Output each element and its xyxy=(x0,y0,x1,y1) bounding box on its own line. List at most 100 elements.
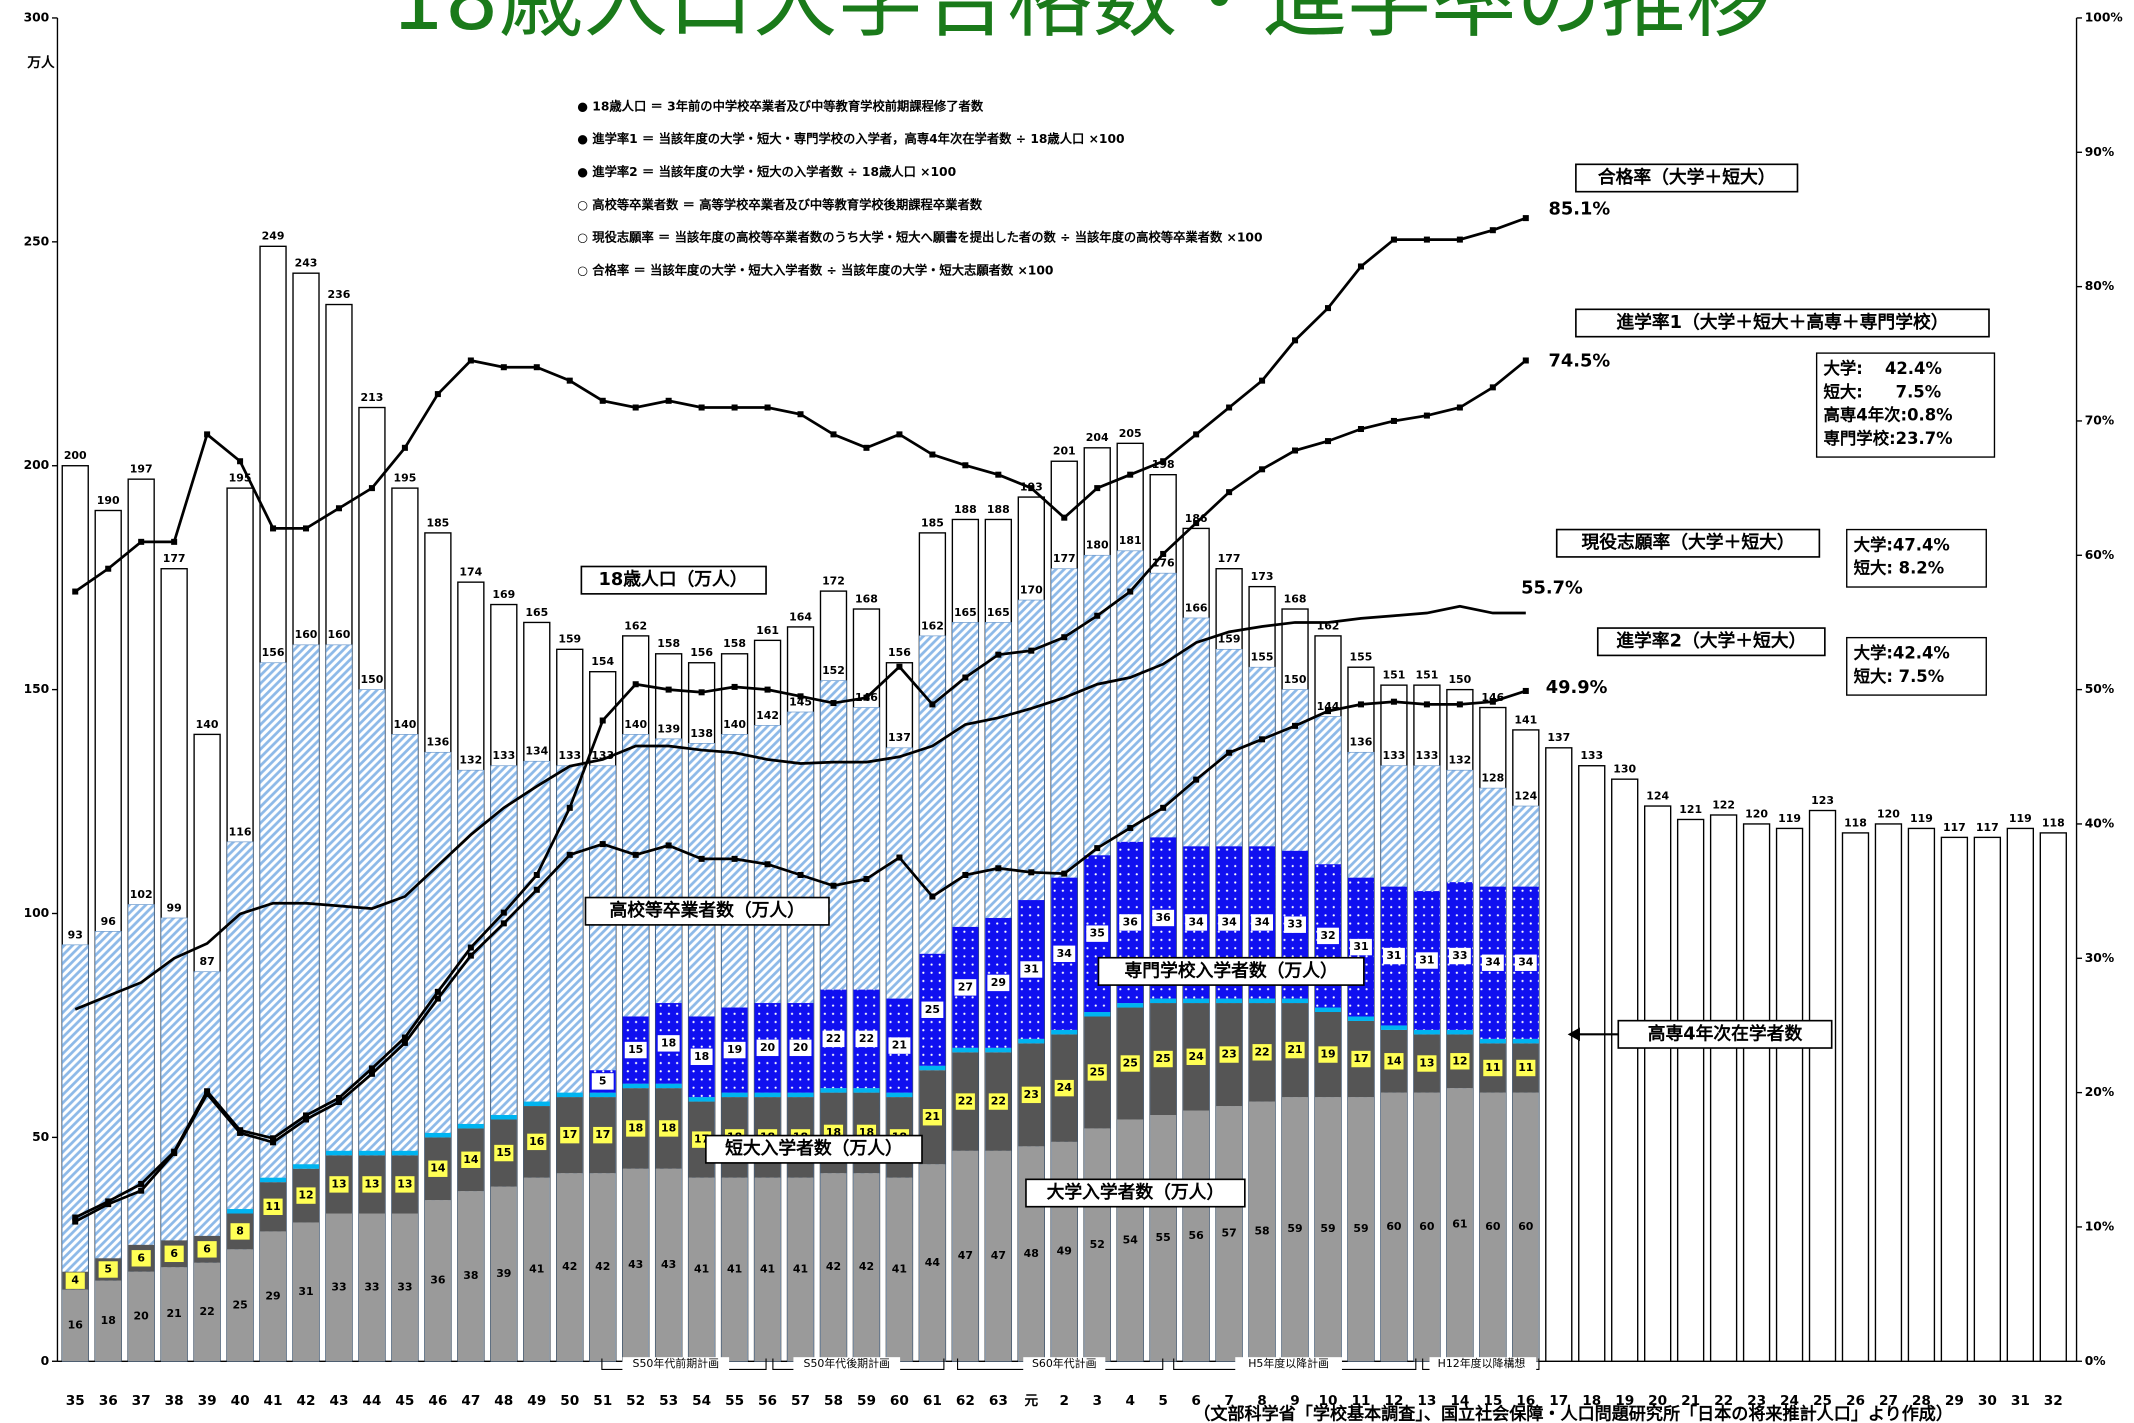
x-tick-label: 59 xyxy=(857,1393,876,1409)
line-marker xyxy=(929,701,936,708)
data-label: 150 xyxy=(361,673,384,686)
label-bg xyxy=(1218,914,1241,931)
label-bg xyxy=(296,1187,316,1204)
line-marker xyxy=(995,471,1002,478)
data-label: 54 xyxy=(1123,1233,1139,1246)
line-marker xyxy=(1357,425,1364,433)
bar-segment xyxy=(227,1209,254,1214)
bar-segment xyxy=(1446,1088,1473,1362)
data-label: 188 xyxy=(987,503,1010,516)
bar-segment xyxy=(1479,1038,1506,1044)
line-marker xyxy=(731,683,738,690)
line-marker xyxy=(1390,417,1397,424)
bar-segment xyxy=(1413,1092,1440,1362)
label-box xyxy=(580,565,767,595)
data-label: 185 xyxy=(921,516,944,529)
line-marker xyxy=(896,663,903,670)
line-marker xyxy=(1226,489,1233,496)
label-bg xyxy=(1384,1053,1404,1070)
data-label: 41 xyxy=(892,1262,907,1275)
line-marker xyxy=(929,893,936,900)
line-marker xyxy=(1028,869,1035,876)
data-label: 35 xyxy=(1090,927,1105,940)
x-tick-label: 21 xyxy=(1681,1393,1700,1409)
data-label: 169 xyxy=(492,588,515,601)
x-tick-label: 57 xyxy=(791,1393,810,1409)
data-label: 96 xyxy=(101,915,117,928)
data-label: 42 xyxy=(595,1260,610,1273)
data-label: 123 xyxy=(1811,794,1834,807)
label-bg xyxy=(922,1109,942,1126)
data-label: 48 xyxy=(1024,1247,1039,1260)
data-label: 164 xyxy=(789,610,812,623)
x-tick-label: 12 xyxy=(1384,1393,1403,1409)
bar-segment xyxy=(358,1150,385,1156)
arrow-head xyxy=(1567,1027,1580,1042)
data-label: 165 xyxy=(525,606,548,619)
data-label: 6 xyxy=(203,1242,211,1255)
data-label: 29 xyxy=(991,976,1006,989)
line-marker xyxy=(566,851,573,858)
label-bg xyxy=(1351,1050,1371,1068)
label-bg xyxy=(1053,945,1076,963)
data-label: 19 xyxy=(1320,1048,1335,1061)
data-label: 155 xyxy=(1350,651,1373,664)
data-label: 57 xyxy=(1221,1227,1236,1240)
label-bg xyxy=(1448,947,1471,965)
data-label: 124 xyxy=(1646,789,1669,802)
line-marker xyxy=(1094,485,1101,492)
line-marker xyxy=(270,1139,277,1146)
x-tick-label: 31 xyxy=(2011,1393,2030,1409)
label-bg xyxy=(1087,1064,1107,1081)
line-marker xyxy=(204,1090,211,1097)
line-marker xyxy=(434,988,441,995)
data-label: 18 xyxy=(101,1314,116,1327)
line-marker xyxy=(1357,701,1364,708)
line-marker xyxy=(1127,824,1134,831)
data-label: 16 xyxy=(529,1135,545,1148)
line-marker xyxy=(434,995,441,1002)
breakdown-text: 高専4年次:0.8% xyxy=(1823,406,1952,425)
bar-segment xyxy=(1249,998,1276,1004)
bar-segment xyxy=(688,1177,715,1362)
data-label: 22 xyxy=(958,1095,973,1108)
bar-segment xyxy=(1446,1029,1473,1035)
line-marker xyxy=(1061,870,1068,877)
bar-segment xyxy=(325,1150,352,1156)
line-marker xyxy=(665,686,672,693)
line-marker xyxy=(1160,804,1167,811)
bar-segment xyxy=(523,1101,550,1107)
bar-segment xyxy=(1249,1101,1276,1362)
data-label: 16 xyxy=(68,1318,84,1331)
series-label: 進学率1（大学＋短大＋高専＋専門学校） xyxy=(1616,311,1948,333)
data-label: 133 xyxy=(1415,749,1438,762)
data-label: 12 xyxy=(1452,1054,1467,1067)
line-marker xyxy=(1324,708,1332,715)
data-label: 152 xyxy=(822,664,845,677)
line-marker xyxy=(1061,634,1068,641)
line-marker xyxy=(995,865,1002,872)
bar-segment xyxy=(1150,1114,1177,1362)
data-label: 142 xyxy=(756,709,779,722)
label-bg xyxy=(921,1001,944,1018)
bar-segment xyxy=(1150,998,1177,1004)
series-label: 短大入学者数（万人） xyxy=(725,1137,903,1159)
label-bg xyxy=(624,1041,647,1059)
line-marker xyxy=(830,700,837,707)
x-tick-label: 39 xyxy=(198,1393,217,1409)
data-label: 133 xyxy=(591,749,614,762)
line-marker xyxy=(632,851,639,858)
data-label: 41 xyxy=(529,1262,544,1275)
series-label: 合格率（大学＋短大） xyxy=(1598,166,1776,188)
label-bg xyxy=(1415,952,1438,969)
data-label: 130 xyxy=(1613,763,1636,776)
data-label: 158 xyxy=(723,637,746,650)
series-label: 高校等卒業者数（万人） xyxy=(610,899,805,921)
period-bg xyxy=(793,1357,901,1373)
data-label: 140 xyxy=(723,718,746,731)
data-label: 31 xyxy=(1419,954,1434,967)
note: ○ 合格率 ＝ 当該年度の大学・短大入学者数 ÷ 当該年度の大学・短大志願者数 … xyxy=(577,263,1053,278)
bar-segment xyxy=(194,1262,221,1362)
y2-tick-label: 90% xyxy=(2085,145,2114,159)
data-label: 132 xyxy=(1448,754,1471,767)
